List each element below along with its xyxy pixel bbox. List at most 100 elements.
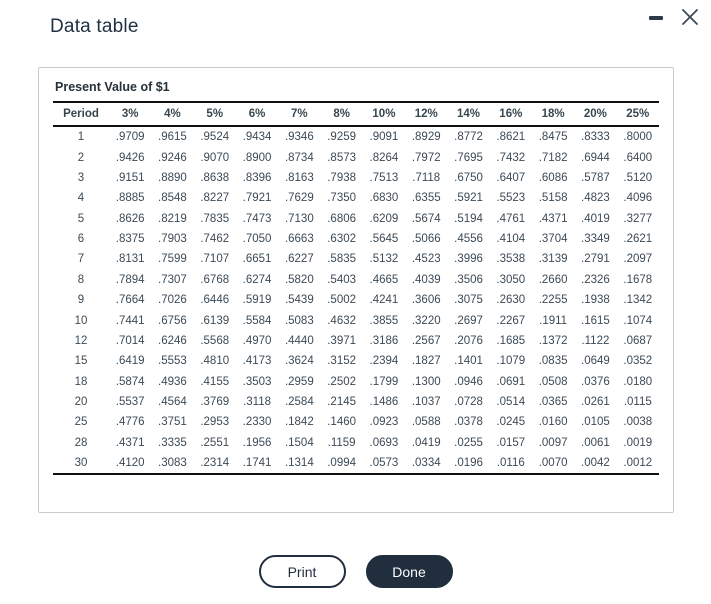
value-cell: .6246 xyxy=(158,334,187,347)
present-value-table: Period 3% 4% 5% 6% 7% 8% 10% 12% 14% 16% 18% 20% 25% … xyxy=(53,103,659,476)
value-cell: .1685 xyxy=(496,334,526,347)
value-cell: .6419 xyxy=(115,355,145,368)
done-button[interactable]: Done xyxy=(365,555,453,588)
value-cell: .8227 xyxy=(200,192,230,205)
table-row: 28 .4371 .3335 .2551 .1956 .1504 .1159 .0693 .04… xyxy=(53,433,659,453)
value-cell: .8885 xyxy=(115,192,145,205)
period-cell: 12 xyxy=(74,334,88,347)
value-cell: .5120 xyxy=(623,171,653,184)
value-cell: .1342 xyxy=(623,294,653,307)
value-cell: .2145 xyxy=(327,396,357,409)
value-cell: .2584 xyxy=(284,396,314,409)
value-cell: .6209 xyxy=(369,212,399,225)
value-cell: .9615 xyxy=(158,131,187,144)
value-cell: .7107 xyxy=(200,253,230,266)
value-cell: .6355 xyxy=(411,192,441,205)
value-cell: .4096 xyxy=(623,192,653,205)
value-cell: .2330 xyxy=(242,416,272,429)
value-cell: .4564 xyxy=(158,396,187,409)
value-cell: .1401 xyxy=(454,355,483,368)
period-cell: 20 xyxy=(74,396,88,409)
value-cell: .9070 xyxy=(200,151,230,164)
value-cell: .7441 xyxy=(115,314,145,327)
value-cell: .6806 xyxy=(327,212,357,225)
value-cell: .8638 xyxy=(200,171,230,184)
value-cell: .6139 xyxy=(200,314,230,327)
table-row: 15 .6419 .5553 .4810 .4173 .3624 .3152 .2394 .18… xyxy=(53,351,659,371)
value-cell: .0255 xyxy=(454,436,483,449)
value-cell: .5523 xyxy=(496,192,526,205)
value-cell: .3606 xyxy=(411,294,441,307)
footer-buttons: Print Done xyxy=(0,555,711,588)
value-cell: .9091 xyxy=(369,131,399,144)
value-cell: .1314 xyxy=(278,453,321,476)
value-cell: .4761 xyxy=(496,212,526,225)
value-cell: .0352 xyxy=(623,355,653,368)
column-header: 14% xyxy=(447,103,490,127)
value-cell: .2567 xyxy=(411,334,441,347)
minimize-button[interactable] xyxy=(643,4,669,30)
value-cell: .2076 xyxy=(454,334,483,347)
value-cell: .2255 xyxy=(538,294,568,307)
value-cell: .8929 xyxy=(411,131,441,144)
value-cell: .6274 xyxy=(242,273,272,286)
value-cell: .2791 xyxy=(581,253,610,266)
period-cell: 3 xyxy=(77,171,85,184)
period-cell: 25 xyxy=(74,416,88,429)
value-cell: .4810 xyxy=(200,355,230,368)
value-cell: .8000 xyxy=(623,131,653,144)
value-cell: .7350 xyxy=(327,192,357,205)
value-cell: .6830 xyxy=(369,192,399,205)
value-cell: .1504 xyxy=(284,436,314,449)
value-cell: .0419 xyxy=(411,436,441,449)
value-cell: .5835 xyxy=(327,253,357,266)
value-cell: .4104 xyxy=(496,233,526,246)
table-row: 30.4120.3083.2314.1741.1314.0994.0573.03… xyxy=(53,453,659,476)
value-cell: .5674 xyxy=(411,212,441,225)
value-cell: .4039 xyxy=(411,273,441,286)
value-cell: .0376 xyxy=(581,375,610,388)
value-cell: .0334 xyxy=(405,453,448,476)
value-cell: .0116 xyxy=(489,453,532,476)
value-cell: .0196 xyxy=(447,453,490,476)
value-cell: .0157 xyxy=(496,436,526,449)
value-cell: .3220 xyxy=(411,314,441,327)
value-cell: .0042 xyxy=(574,453,617,476)
value-cell: .7462 xyxy=(200,233,230,246)
value-cell: .0573 xyxy=(362,453,406,476)
column-header: 8% xyxy=(320,103,363,127)
close-button[interactable] xyxy=(677,4,703,30)
value-cell: .6663 xyxy=(284,233,314,246)
value-cell: .0649 xyxy=(581,355,610,368)
period-cell: 15 xyxy=(74,355,88,368)
value-cell: .3335 xyxy=(158,436,187,449)
value-cell: .4970 xyxy=(242,334,272,347)
value-cell: .0946 xyxy=(454,375,483,388)
value-cell: .4665 xyxy=(369,273,399,286)
value-cell: .7972 xyxy=(411,151,441,164)
present-value-panel: Present Value of $1 Period 3% 4% 5% 6% 7% 8% 10… xyxy=(38,67,674,513)
value-cell: .1079 xyxy=(496,355,526,368)
value-cell: .2502 xyxy=(327,375,357,388)
value-cell: .3624 xyxy=(284,355,314,368)
value-cell: .4173 xyxy=(242,355,272,368)
value-cell: .5537 xyxy=(115,396,145,409)
value-cell: .0514 xyxy=(496,396,526,409)
value-cell: .3139 xyxy=(538,253,568,266)
print-button[interactable]: Print xyxy=(258,555,346,588)
value-cell: .3075 xyxy=(454,294,483,307)
table-row: 20 .5537 .4564 .3769 .3118 .2584 .2145 .1486 .10… xyxy=(53,392,659,412)
value-cell: .4936 xyxy=(158,375,187,388)
value-cell: .7903 xyxy=(158,233,187,246)
value-cell: .3769 xyxy=(200,396,230,409)
column-header: 20% xyxy=(574,103,617,127)
value-cell: .5439 xyxy=(284,294,314,307)
value-cell: .5874 xyxy=(115,375,145,388)
value-cell: .5787 xyxy=(581,171,610,184)
value-cell: .7473 xyxy=(242,212,272,225)
value-cell: .7118 xyxy=(412,171,441,184)
value-cell: .8333 xyxy=(581,131,610,144)
value-cell: .0994 xyxy=(320,453,363,476)
value-cell: .1460 xyxy=(327,416,357,429)
column-header: 5% xyxy=(193,103,236,127)
